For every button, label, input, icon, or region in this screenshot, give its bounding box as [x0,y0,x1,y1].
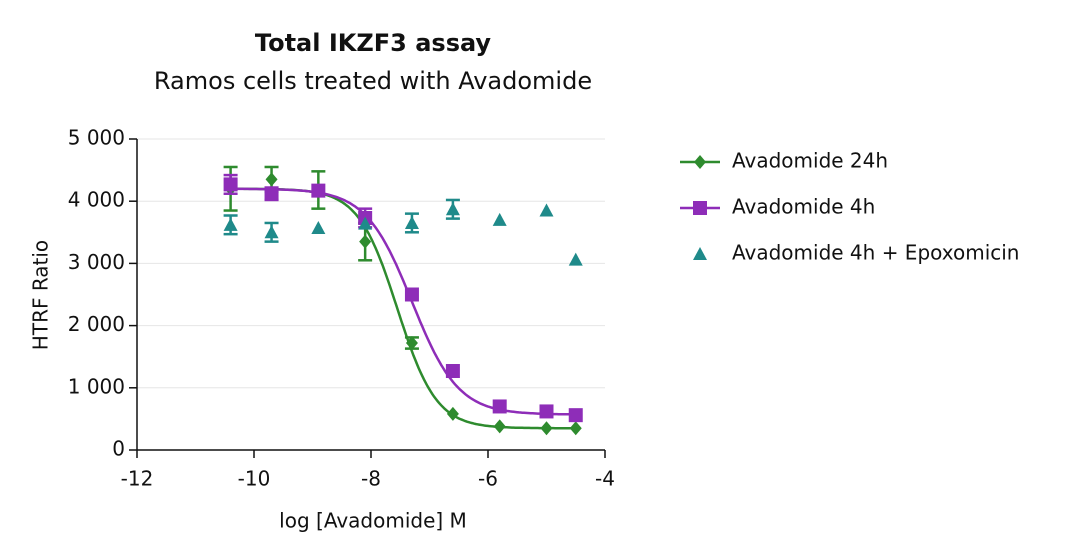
data-point [264,225,279,239]
data-point [223,177,238,192]
y-tick-label: 4 000 [68,188,125,212]
y-tick-label: 2 000 [68,312,125,336]
chart-title: Total IKZF3 assay [255,29,492,57]
data-point [404,215,419,229]
data-point [311,220,326,234]
data-point [492,212,507,226]
data-point [358,216,373,230]
chart-subtitle: Ramos cells treated with Avadomide [154,67,592,95]
data-point [569,421,582,436]
legend-marker [694,155,706,169]
data-point [493,419,506,434]
data-point [404,287,419,302]
x-tick-label: -8 [361,467,381,491]
data-point [540,421,553,436]
data-point [492,399,507,414]
x-tick-label: -10 [238,467,271,491]
data-point [568,252,583,266]
data-point [568,408,583,423]
legend-label: Avadomide 24h [732,149,888,173]
data-point [265,172,278,187]
data-point [445,202,460,216]
data-point [539,203,554,217]
data-point [359,234,372,249]
fit-curve [230,187,576,416]
data-point [445,364,460,379]
x-tick-label: -6 [478,467,498,491]
data-point [446,406,459,421]
y-tick-label: 0 [112,437,125,461]
y-axis-label: HTRF Ratio [29,240,53,350]
legend-label: Avadomide 4h + Epoxomicin [732,241,1019,265]
data-point [539,404,554,419]
data-point [311,183,326,198]
data-point [405,336,418,351]
data-point [223,217,238,231]
fit-curve [230,187,576,430]
y-tick-label: 5 000 [68,126,125,150]
legend-label: Avadomide 4h [732,195,875,219]
x-tick-label: -12 [121,467,154,491]
legend-marker [693,201,707,215]
x-axis-label: log [Avadomide] M [279,509,467,533]
x-tick-label: -4 [595,467,615,491]
y-tick-label: 3 000 [68,250,125,274]
data-point [264,186,279,201]
y-tick-label: 1 000 [68,374,125,398]
legend-marker [693,247,707,260]
